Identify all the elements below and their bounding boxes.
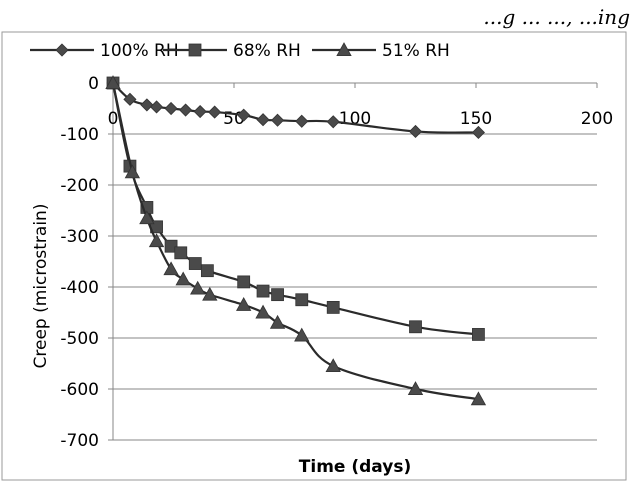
data-point-triangle (105, 75, 121, 89)
x-tick-label: 0 (108, 109, 119, 129)
data-point-diamond (193, 104, 207, 119)
data-point-diamond (123, 92, 137, 106)
gridlines (113, 133, 597, 441)
y-tick-label: -300 (60, 227, 99, 247)
data-point-triangle (175, 271, 191, 286)
series-square (106, 76, 485, 341)
data-point-diamond (408, 124, 423, 139)
data-point-triangle (294, 327, 310, 342)
plot-area (105, 75, 487, 406)
caption-fragment: ...g ... ..., ...ing (483, 5, 630, 29)
chart-border (1, 31, 627, 481)
series-triangle (105, 75, 487, 406)
legend-label: 100% RH (100, 41, 179, 61)
data-point-triangle (139, 210, 155, 225)
data-point-diamond (55, 43, 69, 57)
y-tick-label: -700 (60, 431, 99, 451)
data-point-diamond (326, 115, 340, 129)
data-point-square (188, 43, 202, 57)
data-point-triangle (407, 381, 424, 396)
data-point-triangle (325, 358, 341, 373)
legend: 100% RH 68% RH 51% RH (30, 41, 450, 61)
legend-label: 51% RH (382, 41, 450, 61)
data-point-square (164, 239, 178, 253)
y-tick-label: -400 (60, 278, 99, 298)
data-point-triangle (470, 391, 487, 406)
y-tick-label: 0 (88, 74, 99, 94)
legend-item: 100% RH (30, 41, 179, 61)
y-tick-label: -200 (60, 176, 99, 196)
data-point-square (472, 328, 485, 341)
legend-item: 68% RH (163, 41, 301, 61)
data-point-square (174, 246, 188, 260)
data-point-diamond (149, 100, 164, 114)
data-point-diamond (208, 105, 222, 119)
y-tick-label: -600 (60, 380, 99, 400)
data-point-diamond (237, 108, 251, 122)
data-point-square (271, 288, 284, 302)
data-point-triangle (202, 286, 218, 301)
y-tick-label: -500 (60, 329, 99, 349)
data-point-square (188, 257, 202, 270)
data-point-diamond (256, 113, 270, 127)
data-point-diamond (295, 114, 309, 128)
legend-label: 68% RH (233, 41, 301, 61)
data-point-square (295, 293, 309, 307)
data-point-square (237, 275, 251, 289)
data-point-square (409, 320, 422, 334)
data-point-square (326, 300, 340, 314)
data-point-diamond (270, 113, 285, 127)
data-point-triangle (236, 297, 252, 311)
data-point-triangle (163, 261, 179, 276)
data-point-diamond (471, 125, 485, 140)
y-tick-label: -100 (60, 125, 99, 145)
y-axis-title: Creep (microstrain) (31, 204, 51, 369)
data-point-triangle (148, 233, 165, 248)
legend-item: 51% RH (312, 41, 450, 61)
data-point-diamond (179, 103, 193, 117)
x-tick-label: 200 (581, 109, 613, 129)
data-point-triangle (336, 42, 352, 56)
data-point-square (256, 284, 270, 298)
data-point-square (200, 264, 214, 278)
data-point-triangle (124, 164, 141, 179)
data-point-triangle (190, 280, 206, 295)
data-point-diamond (164, 101, 178, 116)
data-point-triangle (269, 314, 286, 329)
data-point-diamond (140, 98, 154, 112)
series-diamond (106, 76, 485, 140)
data-point-triangle (255, 304, 271, 319)
x-tick-label: 150 (460, 109, 492, 129)
x-axis-title: Time (days) (299, 457, 411, 477)
